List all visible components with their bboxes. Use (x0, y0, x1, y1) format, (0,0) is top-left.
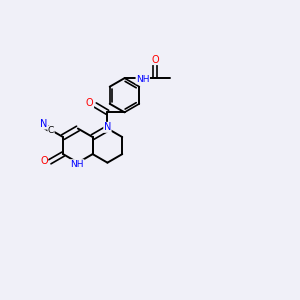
Text: NH: NH (70, 160, 84, 169)
Text: N: N (40, 119, 47, 129)
Text: O: O (151, 55, 159, 64)
Text: C: C (48, 126, 54, 135)
Text: NH: NH (136, 75, 149, 84)
Text: O: O (40, 156, 48, 166)
Text: N: N (104, 122, 111, 132)
Text: O: O (86, 98, 94, 109)
